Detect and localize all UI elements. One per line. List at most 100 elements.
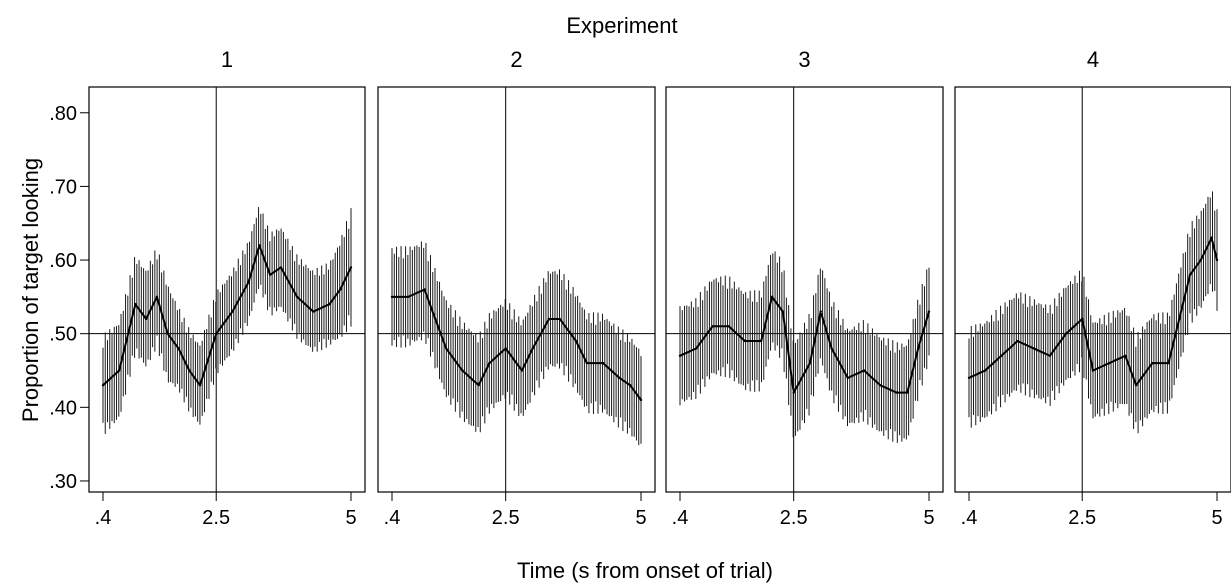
data-point [407, 295, 410, 299]
data-point [117, 369, 121, 372]
panel-2: 2 .4 2.5 5 [377, 47, 656, 529]
panel-frame [665, 86, 944, 493]
data-point [144, 317, 148, 321]
data-point [819, 310, 822, 313]
panel-4: 4 .4 2.5 5 [954, 47, 1231, 529]
data-point [1215, 258, 1219, 262]
data-point [390, 295, 394, 299]
panels-group: 1.4 2.5 5.30.40.50.60.70.802.4 2.5 53.4 2.5 54… [49, 47, 1231, 529]
data-point [231, 310, 234, 313]
panel-label: 2 [510, 47, 522, 72]
data-point [1091, 369, 1095, 372]
x-tick-label: 5 [635, 507, 646, 529]
data-point [1199, 258, 1203, 262]
data-point [727, 325, 730, 328]
data-point [268, 273, 272, 276]
data-point [461, 369, 464, 372]
series-line [392, 288, 642, 401]
data-point [444, 347, 448, 350]
x-tick-label: .4 [384, 507, 401, 529]
data-point [279, 266, 283, 269]
data-point [1064, 332, 1068, 335]
panel-frame [377, 86, 656, 493]
data-point [1081, 317, 1084, 321]
y-tick-label: .50 [49, 324, 77, 346]
data-point [1107, 361, 1111, 365]
data-point [879, 384, 882, 387]
x-axis-label: Time (s from onset of trial) [517, 558, 773, 583]
series-line [102, 244, 352, 388]
x-tick-label: 5 [923, 507, 934, 529]
data-point [434, 317, 437, 321]
data-point [1000, 354, 1003, 357]
data-point [628, 384, 632, 387]
data-point [1210, 236, 1213, 240]
data-point [808, 361, 812, 365]
data-point [830, 347, 833, 350]
data-point [983, 369, 987, 372]
data-point [743, 339, 747, 343]
data-point [258, 244, 261, 247]
data-point [1178, 317, 1181, 321]
panel-label: 1 [221, 47, 233, 72]
data-point [349, 266, 353, 269]
x-tick-label: 2.5 [1068, 507, 1096, 529]
y-tick-label: .40 [49, 397, 77, 419]
data-point [711, 325, 714, 328]
data-point [423, 288, 426, 291]
data-point [967, 376, 971, 380]
data-point [770, 295, 774, 299]
panel-3: 3 .4 2.5 5 [665, 47, 944, 529]
x-tick-label: .4 [95, 507, 112, 529]
x-tick-label: 5 [345, 507, 356, 529]
data-point [504, 347, 507, 350]
x-tick-label: .4 [961, 507, 978, 529]
data-point [601, 361, 605, 365]
data-point [574, 339, 578, 343]
data-point [618, 376, 621, 380]
panel-label: 3 [798, 47, 810, 72]
data-point [906, 391, 909, 394]
data-point [792, 391, 795, 394]
x-tick-label: .4 [672, 507, 689, 529]
data-point [1134, 384, 1138, 387]
data-point [558, 317, 562, 321]
x-tick-label: 5 [1211, 507, 1222, 529]
data-point [1151, 361, 1154, 365]
data-point [759, 339, 763, 343]
data-point [695, 347, 698, 350]
data-point [295, 295, 299, 299]
figure-title: Experiment [566, 13, 677, 38]
data-point [547, 317, 551, 321]
y-axis-label: Proportion of target looking [18, 158, 43, 422]
data-point [520, 369, 524, 372]
y-tick-label: .30 [49, 471, 77, 493]
x-tick-label: 2.5 [202, 507, 230, 529]
data-point [1048, 354, 1052, 357]
data-point [639, 398, 643, 402]
data-point [339, 288, 342, 291]
data-point [916, 347, 920, 350]
data-point [1124, 354, 1127, 357]
panel-frame [88, 86, 366, 493]
panel-frame [954, 86, 1231, 493]
data-point [927, 310, 931, 313]
data-point [781, 310, 785, 313]
data-point [155, 295, 159, 299]
data-point [177, 347, 180, 350]
data-point [1188, 273, 1192, 276]
x-tick-label: 2.5 [780, 507, 808, 529]
data-point [1167, 361, 1170, 365]
data-point [862, 369, 866, 372]
y-tick-label: .80 [49, 103, 77, 125]
data-point [477, 384, 480, 387]
data-point [134, 303, 137, 306]
series-line [679, 296, 930, 394]
data-point [678, 354, 682, 357]
y-tick-label: .70 [49, 176, 77, 198]
data-point [846, 376, 850, 380]
data-point [215, 332, 218, 335]
data-point [895, 391, 898, 394]
data-point [1016, 339, 1019, 343]
